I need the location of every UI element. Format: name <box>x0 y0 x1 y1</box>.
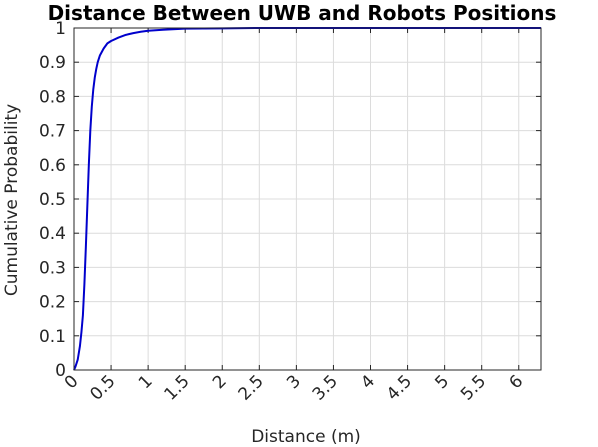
y-tick-label: 0.7 <box>39 122 66 142</box>
y-tick-label: 0.9 <box>39 53 66 73</box>
plot-frame <box>73 27 542 371</box>
x-tick-labels: 0 0.5 1 1.5 2 2.5 3 3.5 4 4.5 5 5.5 6 <box>61 371 528 404</box>
x-axis-label: Distance (m) <box>251 427 361 447</box>
y-tick-label: 0.3 <box>39 258 66 278</box>
x-tick-label: 1.5 <box>160 371 193 404</box>
x-tick-label: 0 <box>61 371 83 393</box>
x-tick-label: 5 <box>431 371 453 393</box>
y-tick-label: 1 <box>55 19 66 39</box>
y-tick-label: 0.5 <box>39 190 66 210</box>
x-tick-label: 6 <box>505 371 527 393</box>
y-tick-label: 0.2 <box>39 293 66 313</box>
x-tick-label: 4.5 <box>383 371 416 404</box>
y-tick-label: 0.1 <box>39 327 66 347</box>
chart-title: Distance Between UWB and Robots Position… <box>48 1 557 25</box>
cdf-line <box>73 27 541 371</box>
x-tick-label: 3 <box>283 371 305 393</box>
y-tick-labels: 0 0.1 0.2 0.3 0.4 0.5 0.6 0.7 0.8 0.9 1 <box>39 19 66 381</box>
x-tick-label: 4 <box>357 371 379 393</box>
x-tick-label: 2 <box>209 371 231 393</box>
y-tick-label: 0.6 <box>39 156 66 176</box>
x-tick-label: 3.5 <box>309 371 342 404</box>
x-tick-label: 0.5 <box>86 371 119 404</box>
y-tick-label: 0.8 <box>39 87 66 107</box>
series-layer <box>73 27 541 371</box>
y-tick-label: 0.4 <box>39 224 66 244</box>
x-tick-label: 1 <box>135 371 157 393</box>
y-axis-label: Cumulative Probability <box>2 104 22 296</box>
grid-lines <box>73 27 541 371</box>
x-tick-label: 5.5 <box>457 371 490 404</box>
x-tick-label: 2.5 <box>235 371 268 404</box>
y-tick-label: 0 <box>55 361 66 381</box>
